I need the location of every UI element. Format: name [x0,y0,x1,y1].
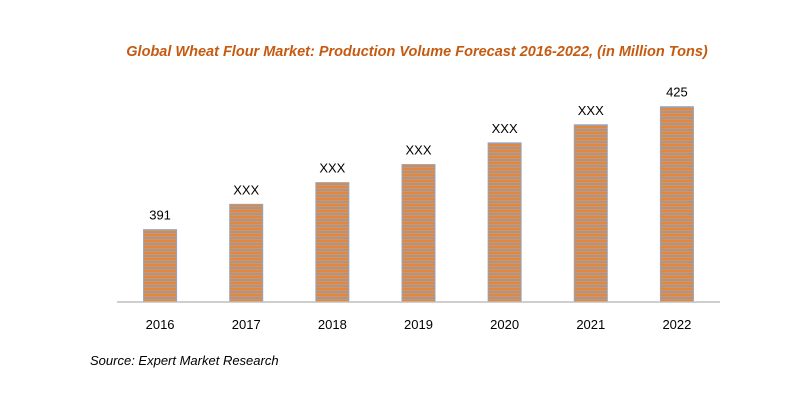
data-label-2018: XXX [319,161,345,176]
x-tick-label: 2021 [576,317,605,332]
data-label-2017: XXX [233,182,259,197]
bar-2017 [229,203,264,303]
bar-2018 [315,182,350,303]
x-tick-label: 2017 [232,317,261,332]
source-note: Source: Expert Market Research [90,353,279,368]
bar-2022 [659,106,694,303]
x-tick-label: 2019 [404,317,433,332]
x-tick-label: 2022 [662,317,691,332]
bar-2019 [401,164,436,303]
x-tick-label: 2018 [318,317,347,332]
x-tick-label: 2020 [490,317,519,332]
bar-2021 [573,124,608,303]
data-label-2021: XXX [578,103,604,118]
bar-2020 [487,142,522,303]
x-tick-label: 2016 [146,317,175,332]
chart-title: Global Wheat Flour Market: Production Vo… [126,44,708,60]
bar-2016 [143,229,178,303]
data-label-2019: XXX [405,143,431,158]
data-label-2016: 391 [149,208,171,223]
data-label-2020: XXX [492,121,518,136]
data-label-2022: 425 [666,85,688,100]
